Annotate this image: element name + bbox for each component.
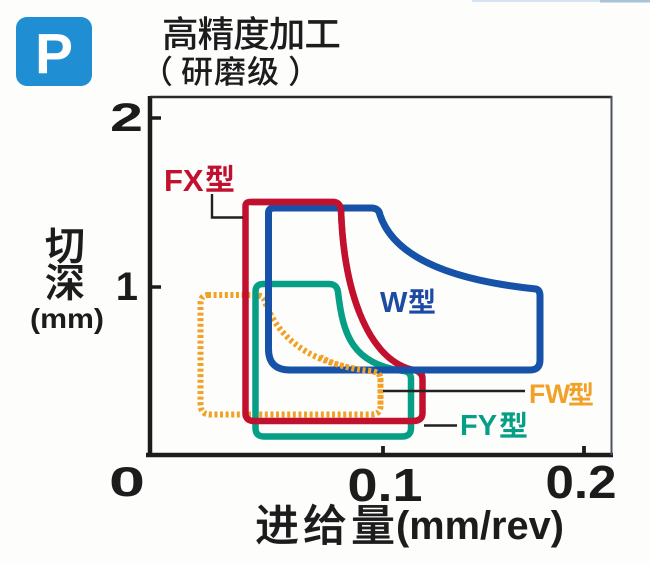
svg-text:2: 2 [110, 96, 143, 140]
svg-text:W: W [380, 287, 408, 319]
svg-text:0.2: 0.2 [546, 456, 617, 508]
svg-text:FX: FX [164, 163, 204, 198]
svg-text:FW: FW [529, 379, 570, 409]
svg-text:P: P [35, 22, 73, 86]
svg-text:0.1: 0.1 [348, 459, 423, 511]
svg-text:FY: FY [460, 410, 497, 442]
svg-text:(mm/rev): (mm/rev) [396, 504, 564, 548]
svg-text:0: 0 [109, 458, 145, 505]
svg-text:(mm): (mm) [30, 303, 104, 334]
svg-text:1: 1 [116, 265, 138, 309]
